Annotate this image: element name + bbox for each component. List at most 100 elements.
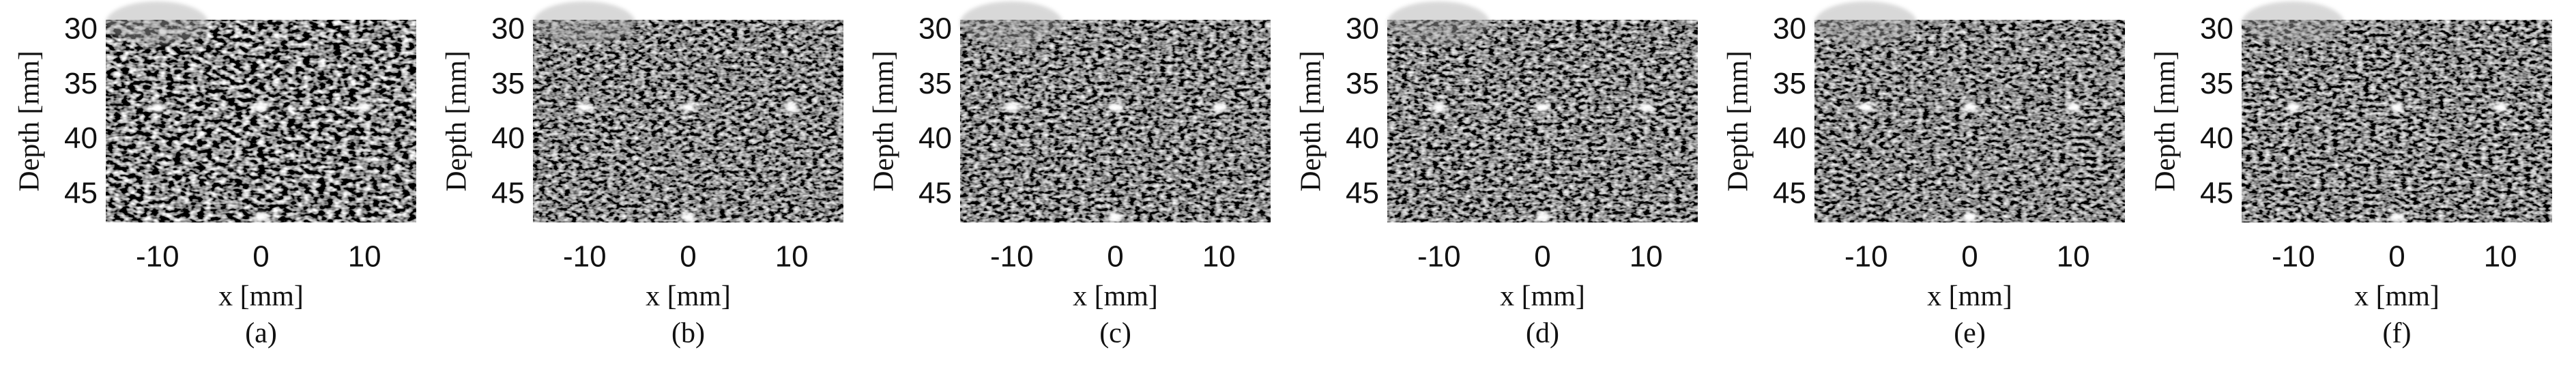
x-axis-label: x [mm] — [218, 281, 304, 313]
near-field-artifact — [533, 1, 635, 45]
panel: 30 35 40 45 -10 0 10 x [mm] Depth [mm] (b) — [442, 1, 843, 349]
point-target — [1108, 102, 1123, 113]
y-tick-label: 45 — [918, 176, 952, 209]
near-field-artifact — [1387, 1, 1490, 45]
x-tick-label: 10 — [2057, 240, 2090, 274]
x-tick-label: 0 — [1534, 240, 1550, 274]
panel: 30 35 40 45 -10 0 10 x [mm] Depth [mm] (f) — [2150, 1, 2552, 349]
panel: 30 35 40 45 -10 0 10 x [mm] Depth [mm] (c) — [869, 1, 1271, 349]
y-tick-label: 40 — [64, 121, 98, 155]
near-field-artifact — [2242, 1, 2344, 45]
point-target — [1108, 212, 1123, 222]
y-tick-label: 35 — [918, 67, 952, 100]
y-axis-label: Depth [mm] — [1723, 50, 1754, 191]
speckle-image — [1814, 20, 2125, 222]
x-tick-label: 10 — [775, 240, 809, 274]
x-tick-label: 0 — [680, 240, 696, 274]
y-tick-label: 30 — [1773, 12, 1806, 46]
x-tick-label: 0 — [2388, 240, 2405, 274]
x-tick-label: 0 — [1961, 240, 1978, 274]
point-target — [1962, 102, 1978, 113]
point-target — [784, 102, 800, 113]
y-tick-label: 35 — [64, 67, 98, 100]
y-tick-label: 40 — [2200, 121, 2233, 155]
x-tick-label: -10 — [1417, 240, 1461, 274]
x-tick-label: 10 — [348, 240, 381, 274]
x-tick-label: 10 — [2484, 240, 2517, 274]
point-target — [680, 102, 696, 113]
near-field-artifact — [1814, 1, 1917, 45]
x-axis-label: x [mm] — [1500, 281, 1585, 313]
point-target — [149, 102, 165, 113]
y-tick-label: 40 — [491, 121, 525, 155]
near-field-artifact — [106, 1, 208, 45]
y-tick-label: 45 — [1773, 176, 1806, 209]
x-tick-label: 10 — [1202, 240, 1236, 274]
panel: 30 35 40 45 -10 0 10 x [mm] Depth [mm] (d) — [1296, 1, 1698, 349]
near-field-artifact — [960, 1, 1062, 45]
speckle-image — [106, 20, 416, 222]
y-tick-label: 30 — [1346, 12, 1379, 46]
y-tick-label: 35 — [2200, 67, 2233, 100]
x-axis-label: x [mm] — [1927, 281, 2012, 313]
point-target — [1638, 102, 1654, 113]
y-axis-label: Depth [mm] — [2150, 50, 2182, 191]
x-tick-label: -10 — [136, 240, 179, 274]
speckle-image — [960, 20, 1271, 222]
y-tick-label: 35 — [1346, 67, 1379, 100]
point-target — [1431, 102, 1447, 113]
point-target — [1211, 102, 1227, 113]
point-target — [1535, 212, 1550, 222]
x-tick-label: 10 — [1630, 240, 1663, 274]
y-tick-label: 30 — [491, 12, 525, 46]
y-tick-label: 30 — [64, 12, 98, 46]
point-target — [1004, 102, 1019, 113]
point-target — [2493, 102, 2508, 113]
panel-caption: (b) — [671, 318, 705, 349]
x-tick-label: -10 — [990, 240, 1034, 274]
y-tick-label: 30 — [918, 12, 952, 46]
y-tick-label: 40 — [1773, 121, 1806, 155]
panel-caption: (f) — [2383, 318, 2412, 349]
y-tick-label: 45 — [2200, 176, 2233, 209]
y-tick-label: 40 — [918, 121, 952, 155]
y-tick-label: 45 — [1346, 176, 1379, 209]
y-tick-label: 30 — [2200, 12, 2233, 46]
x-axis-label: x [mm] — [1073, 281, 1158, 313]
point-target — [2285, 102, 2301, 113]
point-target — [357, 102, 373, 113]
point-target — [253, 102, 269, 113]
point-target — [2389, 102, 2405, 113]
y-tick-label: 40 — [1346, 121, 1379, 155]
x-tick-label: -10 — [2272, 240, 2315, 274]
x-tick-label: 0 — [1107, 240, 1123, 274]
point-target — [2389, 212, 2405, 222]
point-target — [577, 102, 592, 113]
point-target — [2066, 102, 2081, 113]
panel-caption: (c) — [1099, 318, 1131, 349]
panel-caption: (e) — [1954, 318, 1986, 349]
speckle-image — [1387, 20, 1698, 222]
y-axis-label: Depth [mm] — [14, 50, 46, 191]
y-axis-label: Depth [mm] — [442, 50, 473, 191]
panel-caption: (d) — [1526, 318, 1559, 349]
point-target — [1962, 212, 1978, 222]
y-tick-label: 45 — [64, 176, 98, 209]
y-tick-label: 35 — [1773, 67, 1806, 100]
point-target — [253, 212, 269, 222]
x-tick-label: -10 — [563, 240, 607, 274]
y-axis-label: Depth [mm] — [869, 50, 900, 191]
y-tick-label: 45 — [491, 176, 525, 209]
y-axis-label: Depth [mm] — [1296, 50, 1327, 191]
speckle-image — [533, 20, 843, 222]
panel-caption: (a) — [245, 318, 277, 349]
panel: 30 35 40 45 -10 0 10 x [mm] Depth [mm] (a) — [14, 1, 416, 349]
x-tick-label: -10 — [1844, 240, 1888, 274]
speckle-image — [2242, 20, 2552, 222]
x-axis-label: x [mm] — [2354, 281, 2440, 313]
point-target — [680, 212, 696, 222]
x-axis-label: x [mm] — [646, 281, 731, 313]
panel: 30 35 40 45 -10 0 10 x [mm] Depth [mm] (e) — [1723, 1, 2125, 349]
